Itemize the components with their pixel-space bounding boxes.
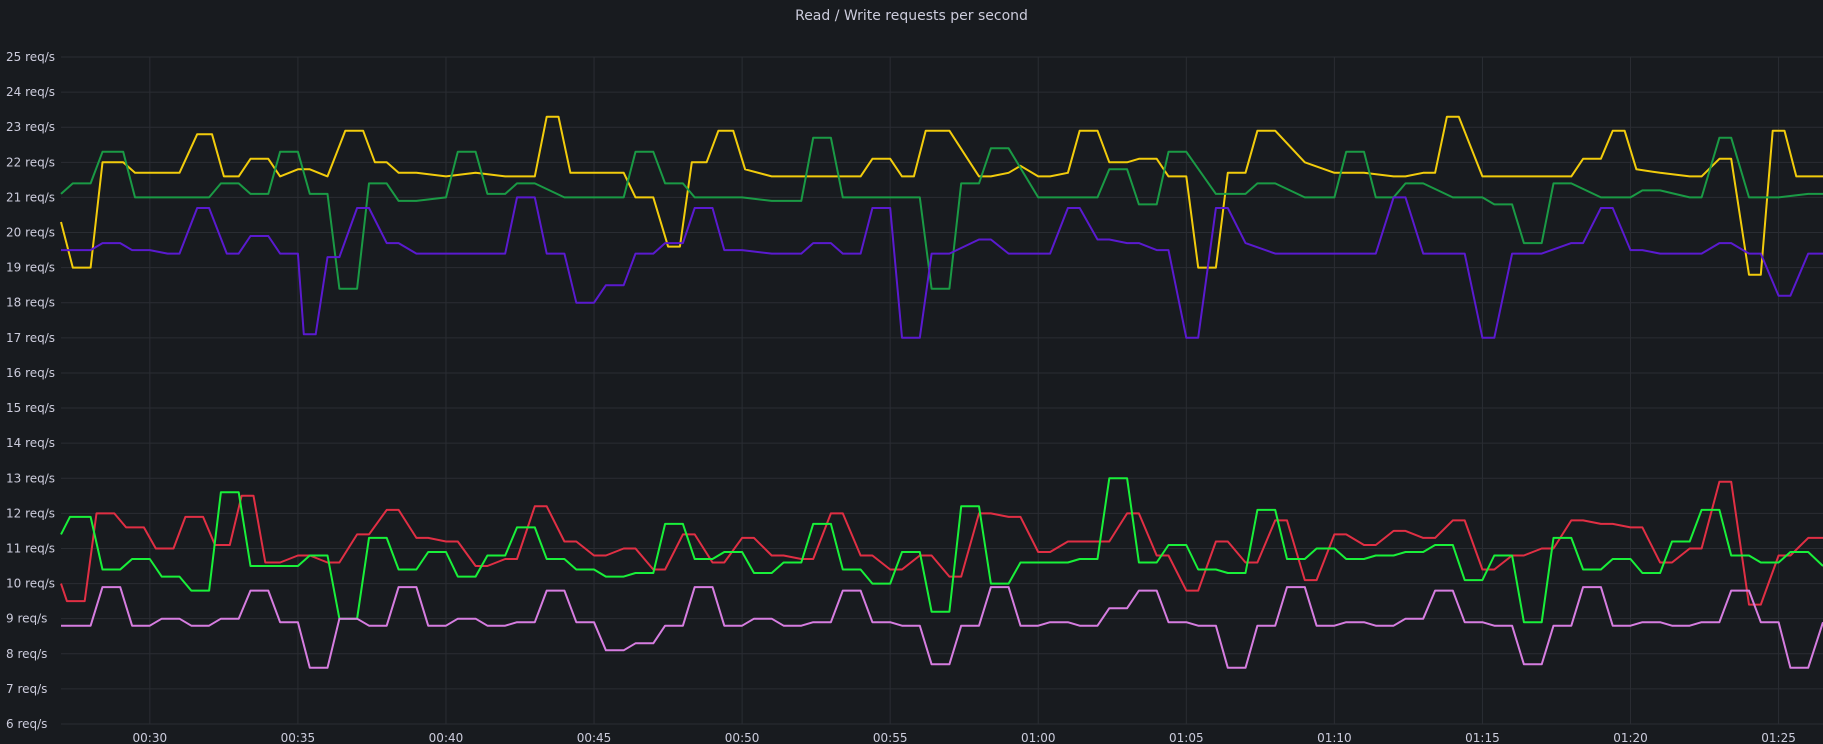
x-tick-label: 01:00 xyxy=(1021,731,1056,744)
y-tick-label: 23 req/s xyxy=(6,120,55,134)
x-tick-label: 00:45 xyxy=(577,731,612,744)
y-tick-label: 12 req/s xyxy=(6,506,55,520)
y-tick-label: 18 req/s xyxy=(6,296,55,310)
y-tick-label: 14 req/s xyxy=(6,436,55,450)
y-tick-label: 16 req/s xyxy=(6,366,55,380)
y-axis: 25 req/s 24 req/s 23 req/s 22 req/s 21 req/s… xyxy=(6,50,55,731)
y-tick-label: 17 req/s xyxy=(6,331,55,345)
y-tick-label: 22 req/s xyxy=(6,155,55,169)
x-tick-label: 01:25 xyxy=(1761,731,1796,744)
y-tick-label: 9 req/s xyxy=(6,612,47,626)
series-line-4[interactable] xyxy=(61,482,1823,605)
y-tick-label: 21 req/s xyxy=(6,190,55,204)
y-tick-label: 6 req/s xyxy=(6,717,47,731)
x-tick-label: 00:30 xyxy=(133,731,168,744)
x-tick-label: 01:15 xyxy=(1465,731,1500,744)
grid xyxy=(61,57,1823,724)
y-tick-label: 20 req/s xyxy=(6,226,55,240)
x-tick-label: 01:20 xyxy=(1613,731,1648,744)
y-tick-label: 11 req/s xyxy=(6,541,55,555)
y-tick-label: 7 req/s xyxy=(6,682,47,696)
x-tick-label: 00:40 xyxy=(429,731,464,744)
x-tick-label: 00:55 xyxy=(873,731,908,744)
x-tick-label: 01:05 xyxy=(1169,731,1204,744)
y-tick-label: 25 req/s xyxy=(6,50,55,64)
series-line-5[interactable] xyxy=(61,478,1823,622)
x-tick-label: 00:35 xyxy=(281,731,316,744)
y-tick-label: 15 req/s xyxy=(6,401,55,415)
x-tick-label: 00:50 xyxy=(725,731,760,744)
y-tick-label: 8 req/s xyxy=(6,647,47,661)
x-tick-label: 01:10 xyxy=(1317,731,1352,744)
y-tick-label: 13 req/s xyxy=(6,471,55,485)
y-tick-label: 24 req/s xyxy=(6,85,55,99)
y-tick-label: 10 req/s xyxy=(6,577,55,591)
series-line-1[interactable] xyxy=(61,117,1823,275)
series-group xyxy=(61,117,1823,668)
x-axis: 00:30 00:35 00:40 00:45 00:50 00:55 01:00 01:05… xyxy=(133,731,1796,744)
series-line-6[interactable] xyxy=(61,587,1823,668)
y-tick-label: 19 req/s xyxy=(6,261,55,275)
